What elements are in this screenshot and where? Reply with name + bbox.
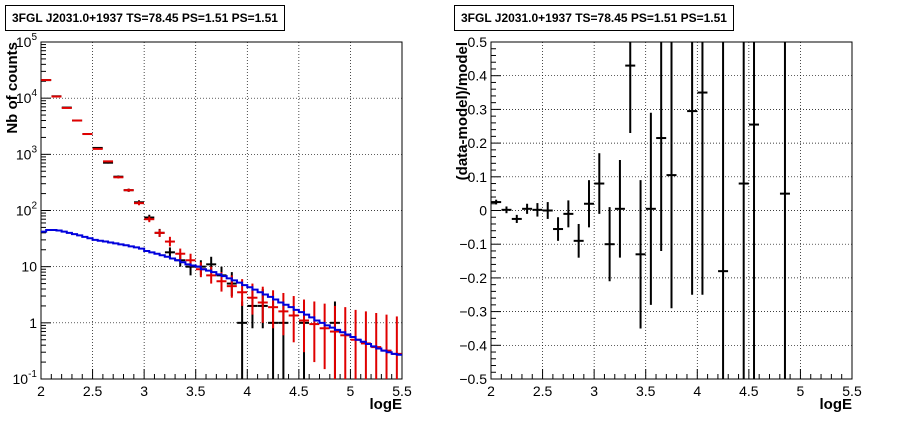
data-point xyxy=(92,147,103,150)
data-point xyxy=(133,201,144,206)
data-point xyxy=(625,42,636,133)
x-tick-label: 3.5 xyxy=(186,383,206,399)
data-point xyxy=(542,202,553,219)
data-point xyxy=(604,207,615,282)
x-tick-label: 4 xyxy=(243,383,251,399)
y-tick-label: 102 xyxy=(16,201,38,219)
data-point xyxy=(237,301,248,379)
data-point xyxy=(82,133,93,136)
data-point xyxy=(164,236,175,247)
data-point xyxy=(350,309,361,379)
data-point xyxy=(206,266,217,284)
y-axis-ticks xyxy=(41,41,51,380)
chart-residuals: 2 2.5 3 3.5 4 4.5 5 5.5 −0.5 −0.4 −0.3 −0.2 −0.1 0 0.1… xyxy=(454,34,862,413)
data-point xyxy=(749,42,760,379)
data-point xyxy=(645,112,656,305)
data-point xyxy=(319,303,330,370)
series-0 xyxy=(491,42,790,379)
data-point xyxy=(614,159,625,258)
x-axis-title: logE xyxy=(370,396,403,413)
x-tick-label: 4.5 xyxy=(739,383,759,399)
data-point xyxy=(360,311,371,379)
data-point xyxy=(532,203,543,217)
data-point xyxy=(340,307,351,379)
y-tick-label: 0.4 xyxy=(468,68,488,84)
y-tick-label: −0.2 xyxy=(459,270,487,286)
right-chart-title: 3FGL J2031.0+1937 TS=78.45 PS=1.51 PS=1.… xyxy=(454,5,734,31)
y-tick-label: −0.5 xyxy=(459,371,487,387)
y-tick-label: 0.2 xyxy=(468,135,488,151)
y-axis-ticks xyxy=(491,41,501,380)
x-tick-label: 3.5 xyxy=(636,383,656,399)
y-tick-label: −0.1 xyxy=(459,236,487,252)
y-tick-label: 10 xyxy=(21,259,37,275)
y-axis-title: (data-model)/model xyxy=(454,42,471,180)
grid-lines xyxy=(41,42,402,379)
data-point xyxy=(779,42,790,379)
data-point xyxy=(154,229,165,237)
data-point xyxy=(718,42,729,379)
x-axis-ticks xyxy=(490,369,853,379)
data-point xyxy=(583,180,594,228)
y-tick-label: 0.5 xyxy=(468,34,488,50)
data-point xyxy=(491,199,502,205)
data-point xyxy=(381,314,392,379)
data-point xyxy=(738,42,749,379)
data-point xyxy=(299,299,310,353)
data-point xyxy=(278,292,289,336)
data-point xyxy=(103,160,114,163)
x-tick-label: 3 xyxy=(590,383,598,399)
data-point xyxy=(391,316,402,379)
x-tick-label: 3 xyxy=(140,383,148,399)
data-point xyxy=(656,42,667,251)
x-tick-label: 4.5 xyxy=(289,383,309,399)
y-tick-label: 1 xyxy=(29,315,37,331)
data-point xyxy=(309,301,320,363)
y-tick-label: 10-1 xyxy=(13,369,38,387)
x-tick-label: 5 xyxy=(347,383,355,399)
x-axis-title: logE xyxy=(820,396,853,413)
data-point xyxy=(666,42,677,309)
y-tick-label: 0.1 xyxy=(468,169,488,185)
data-point xyxy=(144,216,155,223)
data-point xyxy=(573,223,584,258)
series-2 xyxy=(41,228,402,356)
data-point xyxy=(329,305,340,379)
data-point xyxy=(687,42,698,295)
data-point xyxy=(175,248,186,261)
data-point xyxy=(553,217,564,241)
data-point xyxy=(511,214,522,223)
y-axis-title: Nb of counts xyxy=(4,42,21,134)
data-point xyxy=(288,296,299,343)
x-tick-label: 5.5 xyxy=(392,383,412,399)
x-tick-label: 2.5 xyxy=(533,383,553,399)
x-tick-label: 2.5 xyxy=(83,383,103,399)
y-tick-label: 103 xyxy=(16,144,38,162)
x-tick-label: 2 xyxy=(37,383,45,399)
data-point xyxy=(123,188,134,192)
data-point xyxy=(697,42,708,295)
series-0 xyxy=(41,79,340,379)
x-axis-ticks xyxy=(40,369,403,379)
x-tick-label: 4 xyxy=(693,383,701,399)
data-point xyxy=(113,176,124,179)
data-point xyxy=(594,153,605,214)
left-chart-title: 3FGL J2031.0+1937 TS=78.45 PS=1.51 PS=1.… xyxy=(5,5,285,31)
x-tick-label: 5 xyxy=(797,383,805,399)
y-tick-label: −0.4 xyxy=(459,337,487,353)
chart-counts: 2 2.5 3 3.5 4 4.5 5 5.510-1110102103104105logEN… xyxy=(4,32,412,413)
data-point xyxy=(563,200,574,228)
x-tick-label: 2 xyxy=(487,383,495,399)
data-point xyxy=(635,180,646,329)
x-tick-label: 5.5 xyxy=(842,383,862,399)
y-tick-label: 0 xyxy=(479,203,487,219)
data-point xyxy=(522,203,533,214)
y-tick-label: −0.3 xyxy=(459,304,487,320)
model-step-line xyxy=(41,228,402,356)
y-tick-label: 0.3 xyxy=(468,101,488,117)
data-point xyxy=(501,206,512,214)
